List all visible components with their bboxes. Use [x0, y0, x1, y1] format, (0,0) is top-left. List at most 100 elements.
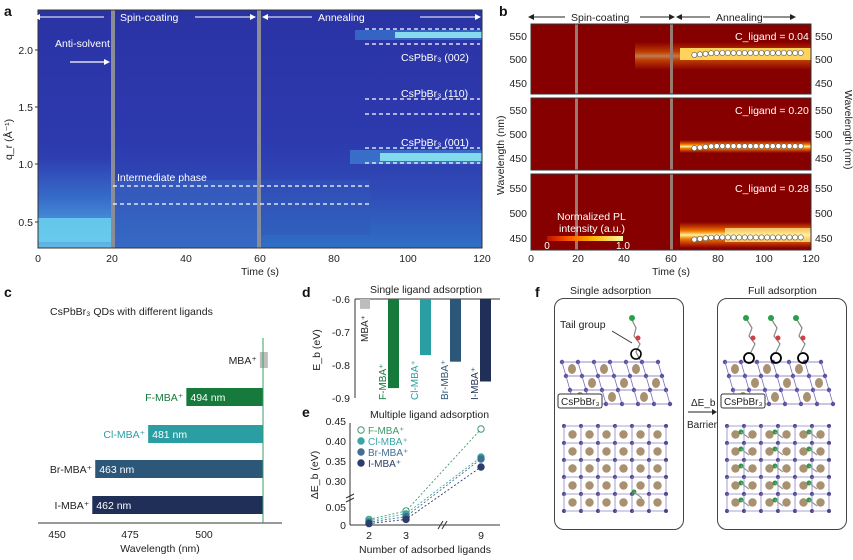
svg-text:550: 550 [815, 31, 833, 43]
svg-text:500: 500 [815, 129, 833, 141]
svg-text:450: 450 [509, 153, 527, 165]
pl-peak-dot [797, 234, 804, 241]
e-point [477, 463, 485, 471]
d-category-label: F-MBA⁺ [378, 364, 389, 400]
panel-a-label: a [4, 3, 12, 19]
phase-annealing-a: Annealing [318, 12, 365, 24]
tail-group-label: Tail group [560, 319, 606, 331]
b-xtick: 100 [755, 253, 773, 265]
pl-peak-dot [741, 234, 748, 241]
pl-peak-dot [691, 145, 698, 152]
e-ytick: 0 [340, 520, 346, 532]
pl-peak-dot [719, 234, 726, 241]
pl-peak-dot [730, 143, 737, 150]
pl-peak-dot [775, 50, 782, 56]
d-bar [360, 299, 370, 309]
a-xtick: 60 [254, 253, 266, 265]
intermediate-label: Intermediate phase [117, 172, 207, 184]
colorbar [547, 236, 623, 241]
panel-f-label: f [535, 284, 540, 300]
panel-b-xaxis: 0 20 40 60 80 100 120 [528, 253, 820, 265]
a-xtick: 100 [399, 253, 417, 265]
pl-peak-dot [753, 50, 759, 56]
panel-c-xaxis: 450 475 500 [48, 529, 213, 541]
pl-peak-dot [697, 51, 703, 58]
pl-peak-dot [764, 234, 771, 241]
b-xtick: 80 [712, 253, 724, 265]
pl-peak-dot [691, 51, 698, 58]
pl-peak-dot [792, 143, 799, 150]
d-bar [450, 299, 461, 362]
phase-spincoating-a: Spin-coating [120, 12, 179, 24]
pl-peak-dot [730, 50, 737, 56]
c-title: CsPbBr₃ QDs with different ligands [50, 306, 213, 318]
d-bar [420, 299, 431, 356]
pl-peak-dot [719, 50, 726, 56]
pl-peak-dot [708, 143, 715, 150]
panel-b-label: b [499, 3, 508, 19]
e-ytick: 0.40 [326, 436, 347, 448]
pl-peak-dot [797, 50, 804, 56]
c-bar [186, 388, 263, 406]
b-ylabel-left: Wavelength (nm) [495, 115, 507, 195]
pl-peak-dot [741, 143, 748, 150]
e-xtick: 9 [478, 530, 484, 542]
conc-row3: C_ligand = 0.28 M [735, 183, 821, 195]
phase-annealing-b: Annealing [716, 12, 763, 24]
svg-text:450: 450 [509, 78, 527, 90]
c-value-label: 463 nm [99, 464, 134, 476]
panel-e: Multiple ligand adsorption 0 0.05 0.30 0… [309, 409, 500, 556]
pl-peak-dot [702, 144, 709, 150]
e-legend-marker [357, 426, 365, 434]
d-bar [480, 299, 491, 382]
pl-peak-dot [797, 143, 804, 150]
d-category-label: I-MBA⁺ [470, 367, 481, 400]
panel-b: Spin-coating Annealing C_ligand = 0.04 M… [495, 12, 853, 278]
panel-e-yaxis: 0 0.05 0.30 0.35 0.40 0.45 [326, 416, 347, 532]
a-ytick: 1.5 [18, 102, 33, 114]
e-point [477, 425, 485, 433]
single-adsorption-title: Single adsorption [570, 285, 652, 297]
pl-peak-dot [753, 143, 759, 150]
pl-peak-dot [769, 50, 776, 56]
panel-e-label: e [302, 404, 310, 420]
pl-peak-dot [786, 143, 793, 150]
pl-peak-dot [697, 144, 703, 151]
c-xtick: 500 [195, 529, 213, 541]
pl-peak-dot [764, 143, 771, 150]
e-xtick: 3 [403, 530, 409, 542]
e-legend-label: Cl-MBA⁺ [368, 437, 408, 448]
pl-peak-dot [708, 50, 715, 57]
a-ylabel: q_r (Å⁻¹) [2, 119, 15, 160]
e-legend-label: I-MBA⁺ [368, 459, 401, 470]
pl-peak-dot [725, 50, 731, 56]
peak-110-label: CsPbBr₃ (110) [401, 88, 468, 100]
colorbar-min: 0 [544, 241, 550, 252]
pl-peak-dot [781, 234, 787, 241]
panel-c-label: c [4, 284, 12, 300]
pl-peak-dot [786, 50, 793, 56]
b-xlabel: Time (s) [652, 266, 690, 278]
full-ligands [743, 315, 809, 364]
svg-text:550: 550 [815, 105, 833, 117]
pl-peak-dot [736, 234, 743, 241]
e-ytick: 0.05 [326, 502, 347, 514]
b-xtick: 40 [618, 253, 630, 265]
pl-peak-dot [769, 234, 776, 241]
pl-peak-dot [736, 143, 743, 150]
d-category-label: Br-MBA⁺ [440, 360, 451, 400]
pl-peak-dot [758, 50, 765, 56]
b-xtick: 120 [802, 253, 820, 265]
crystal-lattice-full [722, 359, 836, 513]
a-ytick: 1.0 [18, 159, 33, 171]
svg-text:450: 450 [509, 233, 527, 245]
panel-d-label: d [302, 284, 311, 300]
svg-text:500: 500 [815, 208, 833, 220]
d-ytick: -0.9 [332, 393, 350, 405]
pl-peak-dot [730, 234, 737, 241]
pl-peak-dot [697, 235, 703, 242]
e-series-line [368, 466, 482, 525]
colorbar-title1: Normalized PL [557, 211, 626, 223]
c-xlabel: Wavelength (nm) [120, 543, 200, 555]
d-ylabel: E_b (eV) [311, 329, 323, 370]
